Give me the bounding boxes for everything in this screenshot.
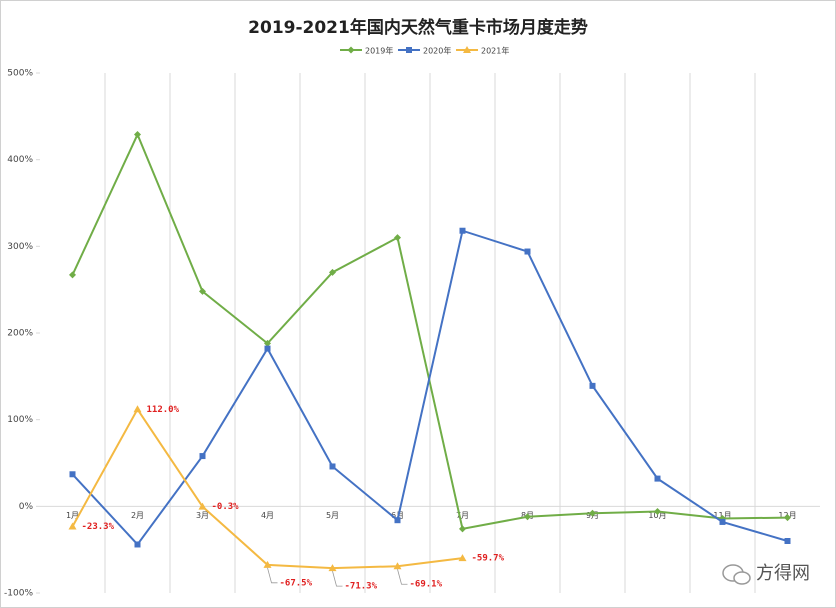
legend-label: 2020年 xyxy=(423,46,451,56)
data-label: -23.3% xyxy=(82,522,115,532)
data-label: -71.3% xyxy=(345,582,378,592)
y-tick-label: 100% xyxy=(7,415,33,425)
point xyxy=(134,131,141,139)
point xyxy=(263,560,272,568)
data-label: 112.0% xyxy=(147,405,180,415)
point xyxy=(133,405,142,413)
x-tick-label: 10月 xyxy=(648,511,666,520)
legend-marker xyxy=(347,46,355,54)
point xyxy=(328,564,337,572)
data-label: -59.7% xyxy=(472,554,505,564)
data-label: -69.1% xyxy=(410,580,443,590)
y-tick-label: 400% xyxy=(7,155,33,165)
point xyxy=(458,554,467,562)
point xyxy=(264,339,271,347)
point xyxy=(459,525,466,533)
watermark: 方得网 xyxy=(756,563,810,584)
point xyxy=(199,287,206,295)
point xyxy=(719,518,726,525)
x-tick-label: 4月 xyxy=(261,511,274,520)
data-label: -67.5% xyxy=(280,578,313,588)
point xyxy=(784,538,791,544)
point xyxy=(394,234,401,242)
point xyxy=(589,509,596,517)
x-tick-label: 2月 xyxy=(131,511,144,520)
x-tick-label: 7月 xyxy=(456,511,469,520)
point xyxy=(264,345,271,352)
leader-line xyxy=(332,571,343,587)
y-tick-label: 0% xyxy=(19,502,34,512)
point xyxy=(393,562,402,570)
point xyxy=(69,471,76,478)
y-tick-label: 300% xyxy=(7,242,33,252)
y-tick-label: 500% xyxy=(7,69,33,79)
leader-line xyxy=(267,567,278,584)
point xyxy=(654,475,661,482)
point xyxy=(68,522,77,530)
point xyxy=(134,541,141,548)
legend-label: 2019年 xyxy=(365,46,393,56)
point xyxy=(198,502,207,510)
point xyxy=(589,382,596,389)
x-tick-label: 1月 xyxy=(66,511,79,520)
point xyxy=(394,517,401,524)
y-tick-label: -100% xyxy=(4,589,33,599)
point xyxy=(524,248,531,255)
point xyxy=(524,513,531,521)
x-tick-label: 6月 xyxy=(391,511,404,520)
x-tick-label: 5月 xyxy=(326,511,339,520)
point xyxy=(199,453,206,460)
point xyxy=(69,271,76,279)
legend-marker xyxy=(463,46,471,53)
x-tick-label: 3月 xyxy=(196,511,209,520)
leader-line xyxy=(397,569,408,585)
point xyxy=(329,268,336,276)
y-tick-label: 200% xyxy=(7,329,33,339)
point xyxy=(459,227,466,234)
data-label: -0.3% xyxy=(212,502,240,512)
watermark-icon xyxy=(722,564,751,585)
line xyxy=(71,229,788,547)
line xyxy=(71,132,788,531)
legend-label: 2021年 xyxy=(481,46,509,56)
point xyxy=(784,514,791,522)
point xyxy=(329,463,336,470)
legend-marker xyxy=(406,47,412,53)
point xyxy=(654,508,661,516)
chart-title: 2019-2021年国内天然气重卡市场月度走势 xyxy=(248,17,588,38)
